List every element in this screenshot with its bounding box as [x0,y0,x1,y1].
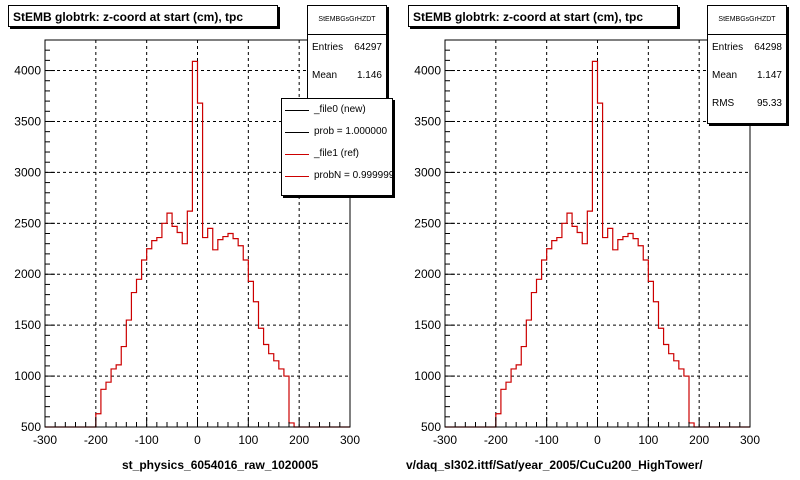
y-tick-label: 2000 [14,267,41,281]
y-tick-label: 3000 [414,165,441,179]
x-tick-label: 100 [238,433,258,447]
x-tick-label: 200 [689,433,709,447]
right-stats-mean-label: Mean [712,70,738,81]
left-stats-mean-row: Mean 1.146 [312,70,382,84]
right-pad: -300 -200 -100 0 100 200 300 500 1000 1500 2000 250… [400,0,800,480]
x-tick-label: -100 [535,433,559,447]
right-stats-rms-label: RMS [712,98,735,109]
x-tick-label: 300 [340,433,360,447]
legend-swatch [285,110,309,111]
legend-swatch [285,176,309,177]
legend-swatch [285,154,309,155]
right-stats-entries-row: Entries 64298 [712,42,782,56]
y-tick-label: 3000 [14,165,41,179]
left-stats-name: StEMBGsGrHZDT [308,6,386,35]
right-stats-box: StEMBGsGrHZDT Entries 64298 Mean 1.147 R… [707,5,787,124]
y-tick-label: 500 [421,420,441,434]
legend-entry: probN = 0.999999 [282,167,393,187]
y-tick-label: 1500 [14,318,41,332]
left-stats-entries-row: Entries 64297 [312,42,382,56]
left-stats-mean-label: Mean [312,70,338,81]
y-tick-label: 2500 [414,216,441,230]
x-tick-label: 200 [289,433,309,447]
x-tick-label: 300 [740,433,760,447]
right-xaxis-label: v/daq_sl302.ittf/Sat/year_2005/CuCu200_H… [406,458,703,472]
x-tick-label: 0 [594,433,601,447]
y-tick-label: 4000 [414,64,441,78]
right-stats-rms-value: 95.33 [756,98,782,109]
left-legend: _file0 (new) prob = 1.000000 _file1 (ref… [281,98,393,196]
legend-entry: prob = 1.000000 [282,123,392,143]
y-tick-label: 1000 [14,369,41,383]
right-stats-name: StEMBGsGrHZDT [708,6,786,35]
legend-entry: _file0 (new) [282,101,392,121]
right-stats-entries-value: 64298 [754,42,782,53]
left-plot-title: StEMB globtrk: z-coord at start (cm), tp… [8,5,278,27]
right-stats-entries-label: Entries [712,42,744,53]
x-tick-label: -300 [433,433,457,447]
x-tick-label: -200 [84,433,108,447]
left-plot: -300 -200 -100 0 100 200 300 500 1000 1500 2000 250… [14,39,360,447]
histogram-line [445,60,750,428]
y-tick-label: 2000 [414,267,441,281]
right-plot-title: StEMB globtrk: z-coord at start (cm), tp… [408,5,678,27]
right-stats-rms-row: RMS 95.33 [712,98,782,112]
left-pad: -300 -200 -100 0 100 200 300 500 1000 1500 2000 250… [8,5,393,472]
right-plot: -300 -200 -100 0 100 200 300 500 1000 1500 2000 250… [414,39,760,447]
y-tick-label: 3500 [414,114,441,128]
histogram-line [45,60,350,428]
x-tick-label: 0 [194,433,201,447]
left-stats-mean-value: 1.146 [356,70,382,81]
left-xaxis-label: st_physics_6054016_raw_1020005 [122,458,319,472]
right-stats-mean-value: 1.147 [756,70,782,81]
legend-label: _file1 (ref) [314,148,360,159]
legend-label: _file0 (new) [314,104,366,115]
left-stats-entries-value: 64297 [354,42,382,53]
legend-label: probN = 0.999999 [314,170,393,181]
x-tick-label: 100 [638,433,658,447]
legend-label: prob = 1.000000 [314,126,388,137]
y-tick-label: 1000 [414,369,441,383]
x-tick-label: -100 [135,433,159,447]
right-stats-mean-row: Mean 1.147 [712,70,782,84]
x-tick-label: -300 [33,433,57,447]
y-tick-label: 3500 [14,114,41,128]
x-tick-label: -200 [484,433,508,447]
y-tick-label: 4000 [14,64,41,78]
y-tick-label: 2500 [14,216,41,230]
left-stats-entries-label: Entries [312,42,344,53]
legend-entry: _file1 (ref) [282,145,392,165]
y-tick-label: 500 [21,420,41,434]
y-tick-label: 1500 [414,318,441,332]
legend-swatch [285,132,309,133]
